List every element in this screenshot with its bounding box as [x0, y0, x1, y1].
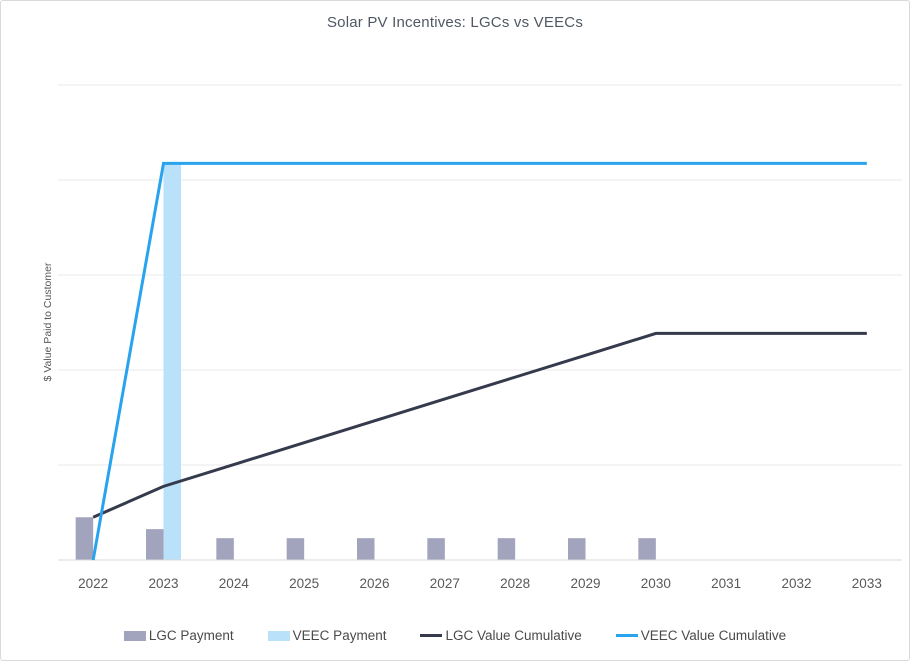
bar-lgc-payment-2027 [427, 538, 445, 560]
bar-lgc-payment-2022 [75, 517, 94, 560]
legend-item-veec-payment: VEEC Payment [267, 628, 387, 643]
legend: LGC Payment VEEC Payment LGC Value Cumulat… [1, 628, 909, 643]
legend-item-label: LGC Payment [148, 628, 234, 643]
legend-item-lgc-value-cumulative: LGC Value Cumulative [420, 628, 582, 643]
x-tick-label: 2031 [711, 576, 741, 591]
x-tick-label: 2033 [852, 576, 882, 591]
x-tick-label: 2027 [430, 576, 460, 591]
x-tick-label: 2030 [641, 576, 671, 591]
x-tick-label: 2025 [289, 576, 319, 591]
legend-bar-swatch-icon [123, 630, 146, 641]
legend-line-swatch-icon [420, 634, 443, 637]
plot-area: 2022 2023 2024 2025 2026 2027 2028 2029 2030 2031… [42, 84, 902, 591]
x-tick-label: 2029 [570, 576, 600, 591]
legend-item-label: LGC Value Cumulative [445, 628, 582, 643]
x-tick-label: 2023 [148, 576, 178, 591]
line-lgc-value-cumulative [92, 331, 867, 519]
bar-lgc-payment-2029 [568, 538, 586, 560]
bar-lgc-payment-2028 [497, 538, 516, 560]
legend-item-lgc-payment: LGC Payment [123, 628, 234, 643]
x-tick-label: 2022 [78, 576, 108, 591]
x-tick-label: 2026 [359, 576, 389, 591]
bar-veec-payment-2023 [163, 163, 181, 560]
bar-lgc-payment-2026 [357, 538, 375, 560]
bar-lgc-payment-2030 [638, 538, 656, 560]
line-veec-value-cumulative [91, 161, 867, 561]
legend-item-veec-value-cumulative: VEEC Value Cumulative [615, 628, 787, 643]
legend-item-label: VEEC Payment [292, 628, 387, 643]
x-tick-label: 2028 [500, 576, 530, 591]
y-axis-title: $ Value Paid to Customer [42, 262, 54, 381]
chart-title: Solar PV Incentives: LGCs vs VEECs [326, 14, 584, 31]
legend-item-label: VEEC Value Cumulative [640, 628, 787, 643]
x-tick-label: 2032 [781, 576, 811, 591]
bar-lgc-payment-2023 [146, 529, 164, 560]
x-tick-label: 2024 [219, 576, 250, 591]
legend-line-swatch-icon [615, 634, 638, 637]
bar-lgc-payment-2025 [286, 538, 305, 560]
legend-bar-swatch-icon [267, 630, 290, 641]
bar-lgc-payment-2024 [216, 538, 234, 560]
